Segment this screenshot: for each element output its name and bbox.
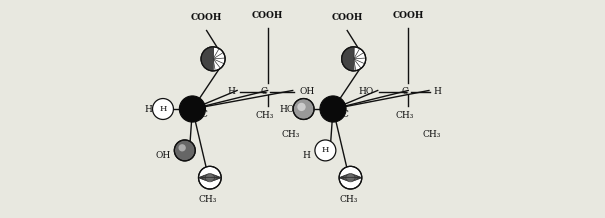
Text: COOH: COOH xyxy=(332,13,363,22)
Circle shape xyxy=(293,99,314,119)
Text: CH₃: CH₃ xyxy=(422,129,441,139)
Text: C: C xyxy=(261,87,268,96)
Wedge shape xyxy=(201,47,213,71)
Circle shape xyxy=(320,96,346,122)
Circle shape xyxy=(339,166,362,189)
Text: CH₃: CH₃ xyxy=(282,129,300,139)
Circle shape xyxy=(152,99,174,119)
Text: H: H xyxy=(302,151,310,160)
Text: CH₃: CH₃ xyxy=(255,111,273,120)
Text: C: C xyxy=(341,110,348,119)
Circle shape xyxy=(201,47,225,71)
Text: OH: OH xyxy=(299,87,315,96)
Text: HO: HO xyxy=(280,104,295,114)
Text: COOH: COOH xyxy=(393,11,424,20)
Text: HO: HO xyxy=(358,87,373,96)
Circle shape xyxy=(174,140,195,161)
Text: H: H xyxy=(144,104,152,114)
Text: H: H xyxy=(322,146,329,154)
Circle shape xyxy=(315,140,336,161)
Text: H: H xyxy=(159,105,166,113)
Text: CH₃: CH₃ xyxy=(339,195,358,204)
Circle shape xyxy=(198,166,221,189)
Text: C: C xyxy=(402,87,408,96)
Wedge shape xyxy=(342,47,354,71)
Text: COOH: COOH xyxy=(252,11,283,20)
Circle shape xyxy=(179,96,206,122)
Text: C: C xyxy=(200,110,207,119)
Text: CH₃: CH₃ xyxy=(396,111,414,120)
Text: H: H xyxy=(433,87,441,96)
Text: CH₃: CH₃ xyxy=(198,195,217,204)
Circle shape xyxy=(178,144,186,152)
Circle shape xyxy=(342,47,365,71)
Text: OH: OH xyxy=(155,151,171,160)
Text: COOH: COOH xyxy=(191,13,222,22)
Text: H: H xyxy=(227,87,235,96)
Circle shape xyxy=(297,103,306,111)
